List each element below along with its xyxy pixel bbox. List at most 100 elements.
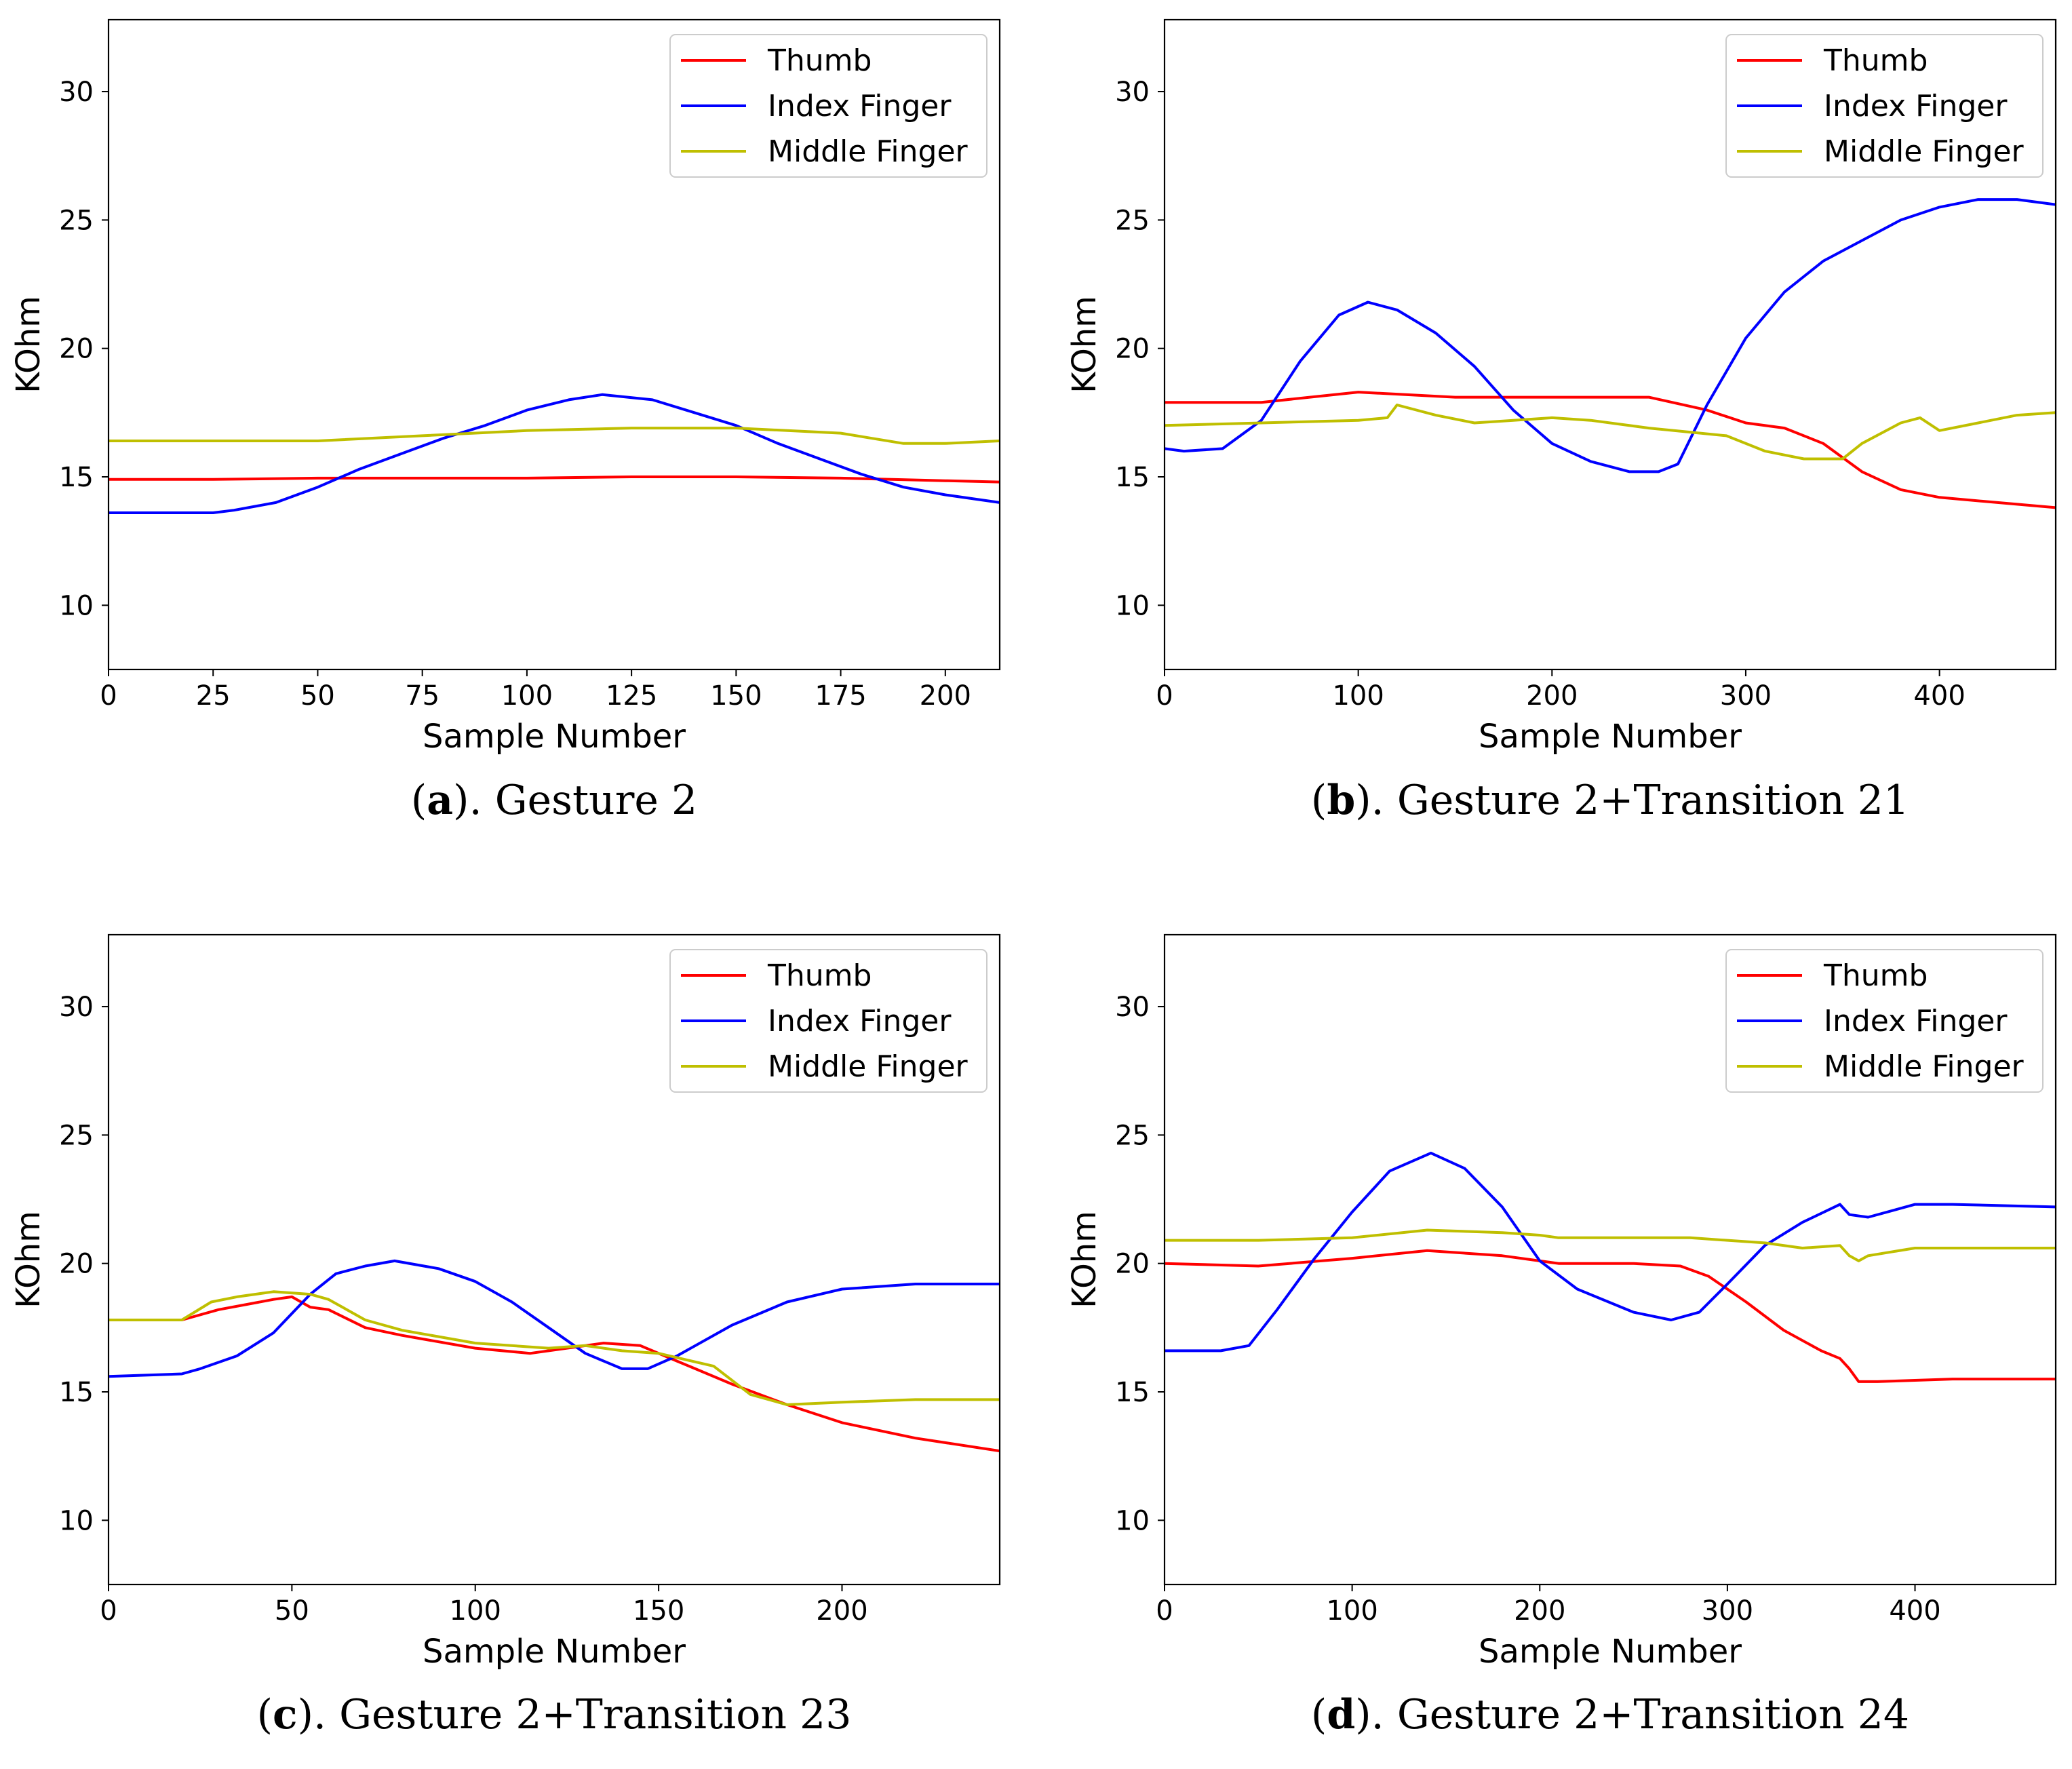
panel-caption: (a). Gesture 2: [411, 777, 697, 824]
legend-box: [669, 34, 988, 178]
series-line-index-finger: [109, 1259, 1000, 1378]
caption-panel-letter: b: [1327, 777, 1355, 824]
legend-label-thumb: Thumb: [1823, 43, 1928, 78]
plot-frame: [1163, 18, 2057, 671]
x-tick-label: 200: [1514, 1595, 1565, 1627]
y-tick-label: 20: [1115, 334, 1150, 365]
legend: Thumb Index Finger Middle Finger: [669, 34, 988, 178]
legend: Thumb Index Finger Middle Finger: [669, 949, 988, 1093]
chart-panel-a: 0 25 50 75 100 125 150 175 200 10 15 20 25 30 Sample N…: [9, 18, 1001, 824]
caption-title: ). Gesture 2+Transition 24: [1355, 1691, 1909, 1738]
x-axis-label: Sample Number: [1479, 1633, 1742, 1671]
y-axis-label: KOhm: [9, 1211, 47, 1308]
legend-label-thumb: Thumb: [1823, 958, 1928, 993]
chart-panel-b: 0 100 200 300 400 10 15 20 25 30 Sample Number KOhm…: [1066, 18, 2057, 824]
x-tick-label: 200: [920, 680, 971, 712]
x-tick-label: 0: [100, 680, 117, 712]
y-axis-label: KOhm: [9, 296, 47, 393]
x-tick-label: 150: [633, 1595, 684, 1627]
legend-label-index-finger: Index Finger: [1824, 89, 2008, 123]
x-tick-label: 200: [816, 1595, 867, 1627]
plot-frame: [107, 18, 1001, 671]
legend-label-middle-finger: Middle Finger: [1824, 1049, 2025, 1084]
x-tick-label: 0: [100, 1595, 117, 1627]
x-tick-label: 300: [1720, 680, 1772, 712]
caption-panel-letter: d: [1327, 1691, 1355, 1738]
x-tick-label: 100: [501, 680, 553, 712]
chart-panel-d: 0 100 200 300 400 10 15 20 25 30 Sample Number KOhm…: [1066, 933, 2057, 1738]
caption-panel-letter: a: [427, 777, 453, 824]
y-tick-label: 20: [59, 1249, 94, 1280]
y-tick-label: 15: [59, 1377, 94, 1408]
x-tick-label: 150: [710, 680, 762, 712]
x-axis-label: Sample Number: [423, 718, 686, 756]
x-axis-label: Sample Number: [1479, 718, 1742, 756]
plot-frame: [107, 933, 1001, 1586]
y-tick-label: 15: [1115, 462, 1150, 493]
legend-box: [669, 949, 988, 1093]
legend: Thumb Index Finger Middle Finger: [1725, 949, 2044, 1093]
legend-label-middle-finger: Middle Finger: [768, 134, 969, 169]
x-tick-label: 0: [1156, 680, 1173, 712]
series-line-index-finger: [1165, 198, 2056, 473]
y-tick-label: 20: [59, 334, 94, 365]
y-axis-label: KOhm: [1066, 296, 1103, 393]
caption-panel-letter: c: [273, 1691, 298, 1738]
y-tick-label: 10: [1115, 590, 1150, 621]
y-tick-label: 10: [59, 590, 94, 621]
caption-open-paren: (: [1311, 1691, 1327, 1738]
caption-title: ). Gesture 2: [453, 777, 697, 824]
legend-label-index-finger: Index Finger: [1824, 1004, 2008, 1038]
y-tick-label: 10: [59, 1505, 94, 1536]
legend-label-index-finger: Index Finger: [768, 1004, 952, 1038]
y-tick-label: 25: [59, 205, 94, 236]
series-line-index-finger: [109, 393, 1000, 514]
panel-caption: (c). Gesture 2+Transition 23: [257, 1691, 852, 1738]
legend: Thumb Index Finger Middle Finger: [1725, 34, 2044, 178]
series-line-middle-finger: [1165, 404, 2056, 461]
caption-title: ). Gesture 2+Transition 23: [298, 1691, 852, 1738]
y-tick-label: 15: [59, 462, 94, 493]
y-tick-label: 30: [59, 77, 94, 108]
series-line-thumb: [1165, 1249, 2056, 1383]
x-tick-label: 125: [606, 680, 657, 712]
legend-label-thumb: Thumb: [767, 958, 872, 993]
y-tick-label: 15: [1115, 1377, 1150, 1408]
y-tick-label: 30: [59, 992, 94, 1023]
x-tick-label: 75: [405, 680, 439, 712]
chart-panel-c: 0 50 100 150 200 10 15 20 25 30 Sample Number KOhm T…: [9, 933, 1001, 1738]
caption-open-paren: (: [411, 777, 427, 824]
x-tick-label: 300: [1702, 1595, 1753, 1627]
caption-open-paren: (: [1311, 777, 1327, 824]
x-tick-label: 100: [450, 1595, 501, 1627]
y-tick-label: 25: [59, 1120, 94, 1151]
x-axis-label: Sample Number: [423, 1633, 686, 1671]
x-tick-label: 25: [196, 680, 231, 712]
series-line-thumb: [109, 475, 1000, 484]
caption-open-paren: (: [257, 1691, 273, 1738]
legend-label-index-finger: Index Finger: [768, 89, 952, 123]
series-line-index-finger: [1165, 1151, 2056, 1353]
series-line-thumb: [1165, 391, 2056, 509]
series-line-middle-finger: [109, 1290, 1000, 1406]
series-line-middle-finger: [109, 427, 1000, 445]
x-tick-label: 100: [1332, 680, 1384, 712]
y-tick-label: 25: [1115, 205, 1150, 236]
x-tick-label: 400: [1913, 680, 1965, 712]
legend-box: [1725, 34, 2044, 178]
x-tick-label: 50: [275, 1595, 309, 1627]
legend-box: [1725, 949, 2044, 1093]
legend-label-middle-finger: Middle Finger: [768, 1049, 969, 1084]
y-tick-label: 30: [1115, 77, 1150, 108]
legend-label-thumb: Thumb: [767, 43, 872, 78]
x-tick-label: 50: [300, 680, 335, 712]
y-tick-label: 25: [1115, 1120, 1150, 1151]
y-tick-label: 30: [1115, 992, 1150, 1023]
series-line-middle-finger: [1165, 1228, 2056, 1262]
caption-title: ). Gesture 2+Transition 21: [1355, 777, 1909, 824]
x-tick-label: 400: [1889, 1595, 1940, 1627]
x-tick-label: 0: [1156, 1595, 1173, 1627]
x-tick-label: 100: [1326, 1595, 1377, 1627]
